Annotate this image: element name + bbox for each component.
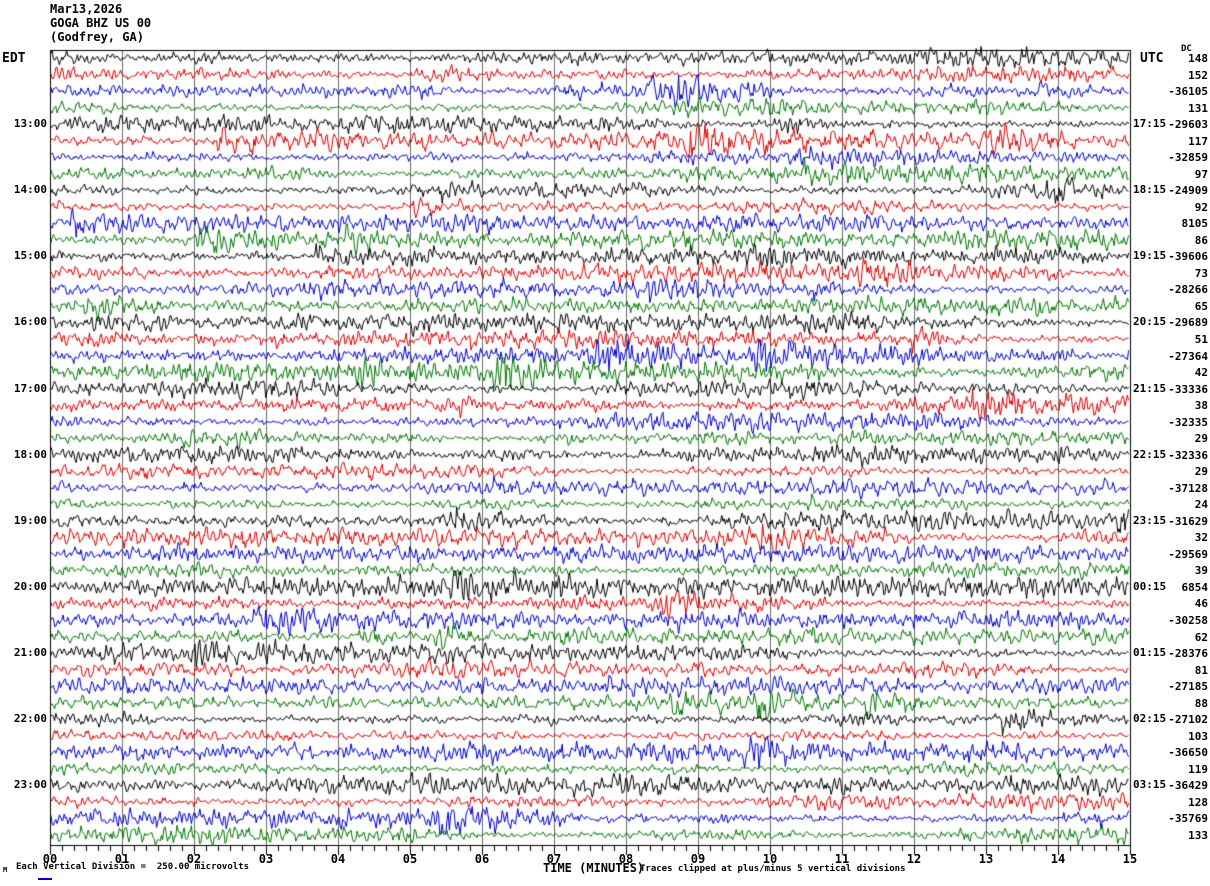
x-axis-tick-label: 01: [114, 852, 130, 866]
dc-offset-value: -27185: [1168, 680, 1208, 694]
x-axis-tick-label: 05: [402, 852, 418, 866]
dc-offset-value: -36650: [1168, 746, 1208, 760]
clip-note: Traces clipped at plus/minus 5 vertical …: [640, 864, 906, 874]
dc-offset-value: 148: [1188, 52, 1208, 65]
edt-hour-label: 16:00: [13, 315, 47, 329]
dc-offset-value: 46: [1194, 597, 1208, 611]
dc-offset-value: -33336: [1168, 382, 1208, 396]
dc-offset-value: 117: [1188, 134, 1208, 148]
utc-hour-label: 23:15: [1133, 513, 1167, 527]
dc-offset-value: 39: [1194, 564, 1208, 578]
corner-glyph: M: [3, 866, 8, 874]
edt-hour-label: 13:00: [13, 117, 47, 131]
x-axis-tick-label: 14: [1050, 852, 1066, 866]
edt-hour-label: 18:00: [13, 447, 47, 461]
dc-offset-value: -24909: [1168, 184, 1208, 198]
dc-offset-value: 65: [1194, 299, 1208, 313]
dc-offset-value: 51: [1194, 333, 1208, 346]
edt-hour-label: 15:00: [13, 249, 47, 263]
dc-offset-value: 152: [1188, 68, 1208, 82]
x-axis-tick-label: 15: [1122, 852, 1138, 866]
edt-hour-label: 21:00: [13, 646, 47, 660]
x-axis-tick-label: 12: [906, 852, 922, 866]
x-axis-tick-label: 13: [978, 852, 994, 866]
x-axis-tick-label: 09: [690, 852, 706, 866]
dc-offset-value: -35769: [1168, 812, 1208, 826]
utc-hour-label: 21:15: [1133, 381, 1167, 395]
edt-hour-label: 23:00: [13, 778, 47, 792]
dc-offset-value: 86: [1194, 233, 1208, 247]
utc-hour-label: 02:15: [1133, 712, 1167, 726]
utc-hour-label: 18:15: [1133, 183, 1167, 197]
dc-offset-value: 29: [1194, 465, 1208, 479]
plot-station: GOGA BHZ US 00: [50, 16, 152, 30]
x-axis-tick-label: 11: [834, 852, 850, 866]
dc-column-label: DC: [1181, 44, 1192, 54]
dc-offset-value: -32859: [1168, 151, 1208, 165]
dc-offset-value: 97: [1194, 167, 1208, 181]
dc-offset-value: 92: [1194, 200, 1208, 214]
dc-offset-value: 88: [1194, 696, 1208, 710]
dc-offset-value: -29603: [1168, 118, 1208, 132]
x-axis-tick-label: 04: [330, 852, 346, 866]
utc-hour-label: 22:15: [1133, 447, 1167, 461]
dc-offset-value: -39606: [1168, 250, 1208, 264]
edt-hour-label: 17:00: [13, 381, 47, 395]
utc-hour-label: 03:15: [1133, 778, 1167, 792]
dc-offset-value: 8105: [1181, 217, 1209, 231]
dc-offset-value: 38: [1194, 399, 1208, 413]
dc-offset-value: 29: [1194, 432, 1208, 446]
edt-hour-label: 20:00: [13, 579, 47, 593]
x-axis-tick-label: 10: [762, 852, 778, 866]
dc-offset-value: -36429: [1168, 779, 1208, 793]
dc-offset-value: -27364: [1168, 349, 1208, 363]
dc-offset-value: 133: [1188, 828, 1208, 842]
dc-offset-value: 81: [1194, 663, 1208, 677]
dc-offset-value: 119: [1188, 762, 1208, 776]
plot-location: (Godfrey, GA): [50, 30, 144, 44]
dc-offset-value: -28266: [1168, 283, 1208, 297]
dc-offset-value: 103: [1188, 729, 1208, 743]
utc-axis-label: UTC: [1140, 51, 1164, 66]
dc-offset-value: 73: [1194, 266, 1208, 280]
utc-hour-label: 01:15: [1133, 646, 1167, 660]
x-axis-caption: TIME (MINUTES): [543, 861, 645, 875]
dc-offset-value: -32336: [1168, 448, 1208, 462]
dc-offset-value: 32: [1194, 531, 1208, 545]
dc-offset-value: 62: [1194, 630, 1208, 644]
x-axis-tick-label: 08: [618, 852, 634, 866]
edt-hour-label: 22:00: [13, 712, 47, 726]
utc-hour-label: 20:15: [1133, 315, 1167, 329]
dc-offset-value: -36105: [1168, 85, 1208, 99]
utc-hour-label: 00:15: [1133, 579, 1167, 593]
dc-offset-value: -31629: [1168, 514, 1208, 528]
dc-offset-value: -28376: [1168, 647, 1208, 661]
x-axis-tick-label: 02: [186, 852, 202, 866]
dc-offset-value: -32335: [1168, 415, 1208, 429]
plot-date: Mar13,2026: [50, 2, 123, 16]
utc-hour-label: 17:15: [1133, 117, 1167, 131]
dc-offset-value: 6854: [1181, 580, 1209, 594]
edt-axis-label: EDT: [2, 51, 26, 66]
scale-note: Each Vertical Division = 250.00 microvol…: [16, 862, 249, 872]
edt-hour-label: 14:00: [13, 183, 47, 197]
dc-offset-value: 24: [1194, 498, 1208, 512]
dc-offset-value: -29569: [1168, 547, 1208, 561]
dc-offset-value: -27102: [1168, 713, 1208, 727]
x-axis-tick-label: 06: [474, 852, 490, 866]
x-axis-tick-label: 07: [546, 852, 562, 866]
dc-offset-value: 131: [1188, 101, 1208, 115]
dc-offset-value: -37128: [1168, 481, 1208, 495]
blue-underline-artifact: [38, 878, 52, 880]
x-axis-tick-label: 00: [42, 852, 58, 866]
dc-offset-value: 128: [1188, 795, 1208, 809]
dc-offset-value: -29689: [1168, 316, 1208, 330]
x-axis-tick-label: 03: [258, 852, 274, 866]
edt-hour-label: 19:00: [13, 513, 47, 527]
dc-offset-value: 42: [1194, 366, 1208, 380]
dc-offset-value: -30258: [1168, 614, 1208, 628]
utc-hour-label: 19:15: [1133, 249, 1167, 263]
